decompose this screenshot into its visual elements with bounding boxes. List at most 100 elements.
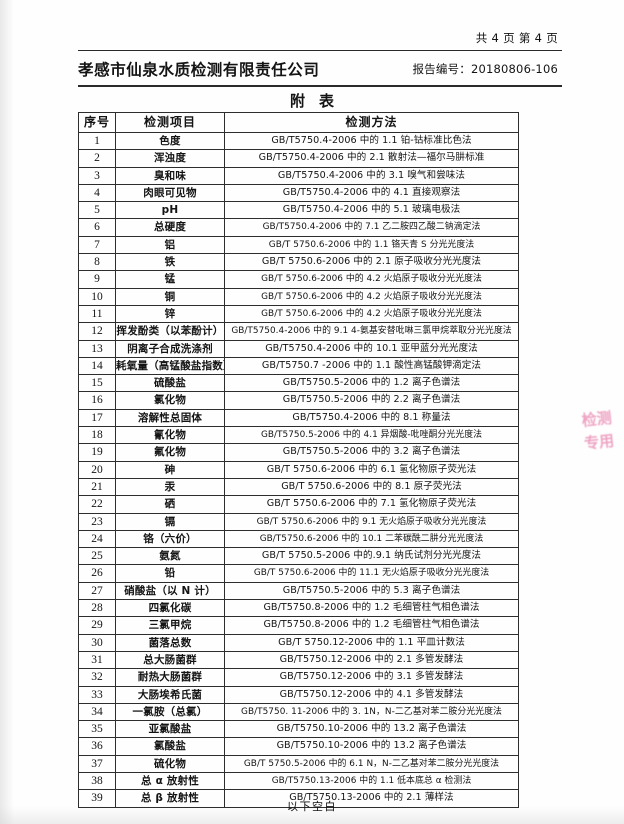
table-row: 39 总 β 放射性 GB/T5750.13-2006 中的 2.1 薄样法 <box>78 789 519 808</box>
cell-no: 30 <box>78 633 116 652</box>
cell-method: GB/T 5750.6-2006 中的 7.1 氢化物原子荧光法 <box>224 495 519 514</box>
column-header-no: 序号 <box>78 112 116 133</box>
cell-no: 13 <box>78 339 116 358</box>
cell-no: 18 <box>78 426 116 445</box>
table-row: 21 汞 GB/T 5750.6-2006 中的 8.1 原子荧光法 <box>78 477 519 497</box>
cell-method: GB/T 5750.6-2006 中的 1.1 铬天青 S 分光光度法 <box>224 235 519 255</box>
column-header-method: 检测方法 <box>224 112 519 133</box>
table-row: 2 浑浊度 GB/T5750.4-2006 中的 2.1 散射法—福尔马肼标准 <box>78 149 519 168</box>
company-name: 孝感市仙泉水质检测有限责任公司 <box>78 61 320 79</box>
cell-no: 24 <box>78 529 116 549</box>
cell-item: 铝 <box>115 235 225 255</box>
table-row: 31 总大肠菌群 GB/T5750.12-2006 中的 2.1 多管发酵法 <box>78 650 519 670</box>
cell-item: 三氯甲烷 <box>115 616 225 635</box>
table-row: 33 大肠埃希氏菌 GB/T5750.12-2006 中的 4.1 多管发酵法 <box>78 685 519 704</box>
cell-item: 氨氮 <box>115 547 225 566</box>
cell-method: GB/T5750.10-2006 中的 13.2 离子色谱法 <box>224 720 519 739</box>
table-row: 5 pH GB/T5750.4-2006 中的 5.1 玻璃电极法 <box>78 201 519 220</box>
column-header-item: 检测项目 <box>115 112 225 133</box>
cell-item: 氯化物 <box>115 391 225 410</box>
cell-item: 总大肠菌群 <box>115 650 225 670</box>
cell-item: 一氯胺（总氯） <box>115 702 225 722</box>
cell-item: 溶解性总固体 <box>115 408 225 428</box>
table-row: 17 溶解性总固体 GB/T5750.4-2006 中的 8.1 称量法 <box>78 408 519 428</box>
cell-method: GB/T5750.5-2006 中的 3.2 离子色谱法 <box>224 443 519 462</box>
cell-method: GB/T 5750.5-2006 中的 6.1 N，N-二乙基对苯二胺分光光度法 <box>224 754 519 773</box>
end-of-document-note: 以下空白 <box>287 800 337 813</box>
cell-item: 菌落总数 <box>115 633 225 652</box>
table-header: 序号 检测项目 检测方法 <box>78 112 519 133</box>
cell-no: 37 <box>78 754 116 773</box>
page-title: 附表 <box>289 92 348 110</box>
header-rule-top <box>78 50 562 51</box>
report-number: 报告编号：20180806-106 <box>412 61 562 77</box>
cell-no: 31 <box>78 650 116 670</box>
table-row: 35 亚氯酸盐 GB/T5750.10-2006 中的 13.2 离子色谱法 <box>78 720 519 739</box>
cell-method: GB/T5750.4-2006 中的 7.1 乙二胺四乙酸二钠滴定法 <box>224 218 519 237</box>
cell-item: 总硬度 <box>115 218 225 237</box>
header-rule-bottom <box>78 85 562 87</box>
cell-item: 亚氯酸盐 <box>115 720 225 739</box>
cell-item: 硫酸盐 <box>115 374 225 393</box>
cell-no: 7 <box>78 235 116 255</box>
cell-item: pH <box>115 201 225 220</box>
cell-item: 硒 <box>115 495 225 514</box>
table-row: 12 挥发酚类（以苯酚计） GB/T5750.4-2006 中的 9.1 4-氨基安… <box>78 322 519 341</box>
cell-no: 6 <box>78 218 116 237</box>
cell-item: 锌 <box>115 304 225 324</box>
table-body: 1 色度 GB/T5750.4-2006 中的 1.1 铂-钴标准比色法 2 浑浊度 GB… <box>78 131 519 808</box>
cell-item: 铬（六价） <box>115 529 225 549</box>
table-row: 13 阴离子合成洗涤剂 GB/T5750.4-2006 中的 10.1 亚甲蓝分光光… <box>78 339 519 358</box>
cell-method: GB/T 5750.6-2006 中的 9.1 无火焰原子吸收分光光度法 <box>224 512 519 531</box>
table-row: 38 总 α 放射性 GB/T5750.13-2006 中的 1.1 低本底总 α … <box>78 771 519 791</box>
cell-item: 总 α 放射性 <box>115 771 225 791</box>
table-row: 3 臭和味 GB/T5750.4-2006 中的 3.1 嗅气和尝味法 <box>78 166 519 185</box>
cell-no: 35 <box>78 720 116 739</box>
cell-method: GB/T5750.12-2006 中的 3.1 多管发酵法 <box>224 668 519 687</box>
cell-item: 铅 <box>115 564 225 583</box>
cell-no: 22 <box>78 495 116 514</box>
table-row: 26 铅 GB/T 5750.6-2006 中的 11.1 无火焰原子吸收分光光度法 <box>78 564 519 583</box>
cell-method: GB/T5750.4-2006 中的 8.1 称量法 <box>224 408 519 428</box>
cell-item: 氯酸盐 <box>115 737 225 756</box>
cell-method: GB/T5750.5-2006 中的 4.1 异烟酸-吡唑酮分光光度法 <box>224 426 519 445</box>
cell-item: 砷 <box>115 460 225 479</box>
table-row: 15 硫酸盐 GB/T5750.5-2006 中的 1.2 离子色谱法 <box>78 374 519 393</box>
cell-method: GB/T5750.4-2006 中的 9.1 4-氨基安替吡啉三氯甲烷萃取分光光… <box>224 322 519 341</box>
cell-item: 挥发酚类（以苯酚计） <box>115 322 225 341</box>
attachment-table: 序号 检测项目 检测方法 1 色度 GB/T5750.4-2006 中的 1.1 铂… <box>78 112 519 808</box>
cell-item: 阴离子合成洗涤剂 <box>115 339 225 358</box>
cell-method: GB/T5750.10-2006 中的 13.2 离子色谱法 <box>224 737 519 756</box>
table-row: 22 硒 GB/T 5750.6-2006 中的 7.1 氢化物原子荧光法 <box>78 495 519 514</box>
table-row: 19 氟化物 GB/T5750.5-2006 中的 3.2 离子色谱法 <box>78 443 519 462</box>
cell-method: GB/T 5750.5-2006 中的.9.1 纳氏试剂分光光度法 <box>224 547 519 566</box>
cell-no: 19 <box>78 443 116 462</box>
cell-method: GB/T 5750.6-2006 中的 11.1 无火焰原子吸收分光光度法 <box>224 564 519 583</box>
table-row: 36 氯酸盐 GB/T5750.10-2006 中的 13.2 离子色谱法 <box>78 737 519 756</box>
cell-no: 2 <box>78 149 116 168</box>
cell-method: GB/T5750. 11-2006 中的 3. 1N，N-二乙基对苯二胺分光光度… <box>224 702 519 722</box>
cell-method: GB/T 5750.6-2006 中的 4.2 火焰原子吸收分光光度法 <box>224 304 519 324</box>
cell-method: GB/T5750.12-2006 中的 2.1 多管发酵法 <box>224 650 519 670</box>
table-row: 7 铝 GB/T 5750.6-2006 中的 1.1 铬天青 S 分光光度法 <box>78 235 519 255</box>
table-row: 14 耗氧量（高锰酸盐指数） GB/T5750.7 -2006 中的 1.1 酸性高… <box>78 356 519 376</box>
cell-no: 16 <box>78 391 116 410</box>
attachment-table-container: 序号 检测项目 检测方法 1 色度 GB/T5750.4-2006 中的 1.1 铂… <box>78 112 519 808</box>
cell-no: 32 <box>78 668 116 687</box>
cell-no: 23 <box>78 512 116 531</box>
cell-no: 8 <box>78 253 116 272</box>
table-row: 1 色度 GB/T5750.4-2006 中的 1.1 铂-钴标准比色法 <box>78 131 519 151</box>
cell-item: 色度 <box>115 131 225 151</box>
table-row: 20 砷 GB/T 5750.6-2006 中的 6.1 氢化物原子荧光法 <box>78 460 519 479</box>
cell-no: 5 <box>78 201 116 220</box>
cell-method: GB/T5750.6-2006 中的 10.1 二苯碳酰二肼分光光度法 <box>224 529 519 549</box>
cell-no: 21 <box>78 477 116 497</box>
report-number-value: 20180806-106 <box>470 62 558 76</box>
cell-method: GB/T5750.4-2006 中的 4.1 直接观察法 <box>224 183 519 203</box>
table-row: 34 一氯胺（总氯） GB/T5750. 11-2006 中的 3. 1N，N-二乙… <box>78 702 519 722</box>
cell-item: 硝酸盐（以 N 计） <box>115 581 225 601</box>
cell-no: 33 <box>78 685 116 704</box>
cell-method: GB/T 5750.6-2006 中的 2.1 原子吸收分光光度法 <box>224 253 519 272</box>
cell-no: 1 <box>78 131 116 151</box>
cell-method: GB/T5750.5-2006 中的 2.2 离子色谱法 <box>224 391 519 410</box>
